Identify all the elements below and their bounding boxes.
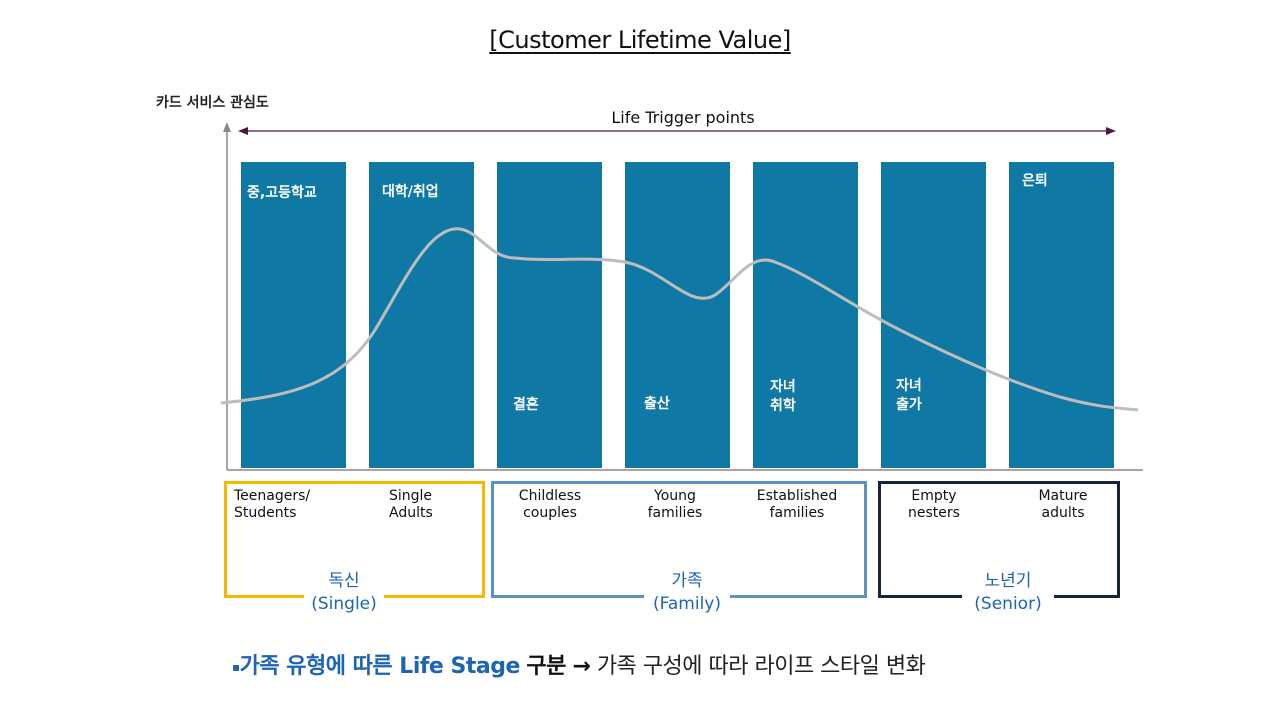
stage-label-3: 결혼: [513, 396, 539, 415]
segment-label-line: Childless: [518, 488, 582, 504]
segment-label-6: Empty nesters: [894, 488, 974, 522]
segment-label-line: adults: [1041, 505, 1085, 521]
stage-label-line: 자녀: [896, 378, 922, 394]
stage-label-line: 중,고등학교: [247, 185, 317, 201]
summary-highlight: 가족 유형에 따른 Life Stage: [239, 654, 521, 679]
trigger-arrow-right-head: [1106, 127, 1116, 135]
segment-label-line: nesters: [908, 505, 960, 521]
group-name: 가족: [671, 571, 703, 591]
stage-label-line: 은퇴: [1022, 173, 1048, 189]
segment-label-1: Teenagers/ Students: [234, 488, 310, 522]
arrow-icon: →: [572, 654, 591, 679]
y-axis-arrowhead: [223, 122, 231, 132]
group-sub: (Senior): [974, 594, 1042, 614]
stage-column-4: [625, 162, 730, 468]
group-name: 독신: [328, 571, 360, 591]
stage-label-1: 중,고등학교: [247, 184, 317, 203]
segment-label-5: Established families: [747, 488, 847, 522]
segment-label-line: Mature: [1038, 488, 1088, 504]
segment-label-line: Empty: [911, 488, 957, 504]
segment-label-line: Single: [389, 488, 433, 504]
interest-curve: [220, 227, 1139, 412]
stage-label-line: 자녀: [770, 379, 796, 395]
y-axis-label: 카드 서비스 관심도: [156, 95, 269, 111]
summary-keyword: 구분: [526, 654, 566, 679]
summary-statement: ▪가족 유형에 따른 Life Stage 구분 → 가족 구성에 따라 라이프…: [232, 648, 926, 680]
stage-column-5: [753, 162, 858, 468]
stage-label-line: 출가: [896, 397, 922, 413]
segment-label-4: Young families: [630, 488, 720, 522]
segment-label-3: Childless couples: [505, 488, 595, 522]
stage-label-line: 취학: [770, 398, 796, 414]
group-sub: (Single): [311, 594, 377, 614]
trigger-label: Life Trigger points: [608, 108, 758, 127]
group-label-single: 독신 (Single): [304, 570, 384, 616]
stage-label-6: 자녀 출가: [896, 377, 922, 415]
stage-label-line: 출산: [644, 396, 670, 412]
stage-label-7: 은퇴: [1022, 172, 1048, 191]
group-label-senior: 노년기 (Senior): [962, 570, 1054, 616]
segment-label-line: Teenagers/: [234, 488, 311, 504]
stage-column-1: [241, 162, 346, 468]
segment-label-7: Mature adults: [1023, 488, 1103, 522]
group-label-family: 가족 (Family): [644, 570, 730, 616]
segment-label-line: Young: [654, 488, 696, 504]
group-sub: (Family): [653, 594, 721, 614]
stage-column-3: [497, 162, 602, 468]
group-name: 노년기: [984, 571, 1032, 591]
chart-title: [Customer Lifetime Value]: [489, 26, 791, 54]
stage-label-4: 출산: [644, 395, 670, 414]
segment-label-2: Single Adults: [389, 488, 433, 522]
trigger-arrow-left-head: [238, 127, 248, 135]
segment-label-line: families: [647, 505, 703, 521]
segment-label-line: couples: [523, 505, 577, 521]
segment-label-line: Established: [756, 488, 838, 504]
stage-label-2: 대학/취업: [382, 183, 439, 202]
bullet-marker: ▪: [232, 660, 240, 674]
stage-column-2: [369, 162, 474, 468]
stage-label-line: 결혼: [513, 397, 539, 413]
stage-label-line: 대학/취업: [382, 184, 439, 200]
summary-rest: 가족 구성에 따라 라이프 스타일 변화: [596, 654, 926, 679]
segment-label-line: Students: [234, 505, 297, 521]
stage-column-7: [1009, 162, 1114, 468]
segment-label-line: families: [769, 505, 825, 521]
stage-column-6: [881, 162, 986, 468]
stage-label-5: 자녀 취학: [770, 378, 796, 416]
segment-label-line: Adults: [389, 505, 433, 521]
